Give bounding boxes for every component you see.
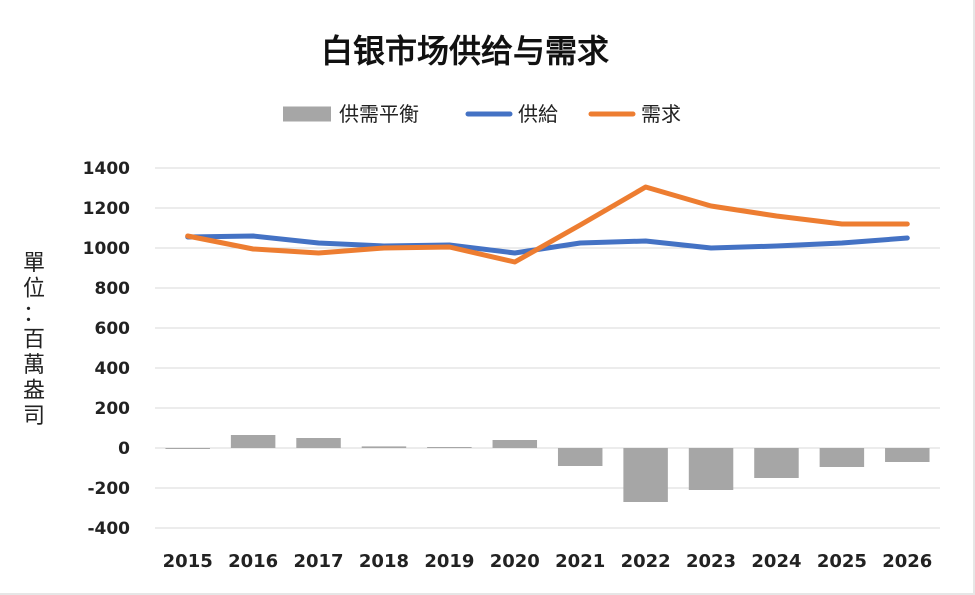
balance-bar: [492, 440, 538, 448]
x-tick-label: 2016: [228, 551, 278, 572]
balance-bar: [361, 446, 407, 448]
y-tick-label: 600: [95, 319, 131, 339]
y-tick-label: 800: [95, 279, 131, 299]
y-axis-label-char: 位: [23, 277, 45, 302]
y-tick-label: -200: [87, 479, 130, 499]
x-tick-label: 2019: [424, 551, 474, 572]
y-axis-label-char: 百: [23, 328, 45, 353]
x-axis-ticks: 2015 2016 2017 2018 2019 2020 2021 2022 2023 2024…: [163, 551, 933, 572]
bar-series: [165, 435, 930, 502]
x-tick-label: 2021: [555, 551, 605, 572]
y-axis-label-char: 萬: [23, 353, 45, 378]
x-tick-label: 2026: [882, 551, 932, 572]
balance-bar: [819, 448, 865, 467]
balance-bar: [296, 438, 341, 448]
supply-line: [185, 233, 910, 256]
balance-bar: [885, 448, 930, 462]
line-series: [185, 184, 910, 265]
x-tick-label: 2024: [751, 551, 801, 572]
y-tick-label: 1000: [83, 239, 130, 259]
x-tick-label: 2025: [817, 551, 867, 572]
y-tick-label: 200: [95, 399, 131, 419]
y-tick-label: 0: [118, 439, 130, 459]
balance-bar: [557, 448, 603, 466]
chart-title: 白银市场供给与需求: [321, 32, 609, 70]
balance-bar: [754, 448, 799, 478]
balance-bar: [688, 448, 734, 490]
y-axis-ticks: 1400 1200 1000 800 600 400 200 0 -200 -400: [83, 159, 130, 539]
x-tick-label: 2018: [359, 551, 409, 572]
y-axis-label-char: 盎: [23, 379, 45, 404]
y-tick-label: 1200: [83, 199, 130, 219]
balance-bar: [230, 435, 276, 448]
balance-bar: [623, 448, 668, 502]
x-tick-label: 2022: [621, 551, 671, 572]
y-axis-label-char: 單: [23, 251, 45, 276]
legend-swatch-balance: [283, 106, 331, 122]
demand-line: [185, 184, 910, 265]
y-axis-label-char: 司: [23, 404, 45, 429]
x-tick-label: 2017: [293, 551, 343, 572]
balance-bar: [427, 447, 472, 448]
legend: 供需平衡 供給 需求: [283, 102, 681, 126]
legend-label: 供給: [518, 102, 558, 126]
x-tick-label: 2015: [163, 551, 213, 572]
legend-label: 需求: [641, 102, 681, 126]
y-tick-label: 1400: [83, 159, 130, 179]
legend-label: 供需平衡: [339, 102, 419, 126]
x-tick-label: 2023: [686, 551, 736, 572]
y-axis-label-char: ：: [23, 302, 45, 327]
balance-bar: [165, 448, 210, 449]
y-tick-label: -400: [87, 519, 130, 539]
y-tick-label: 400: [95, 359, 131, 379]
x-tick-label: 2020: [490, 551, 540, 572]
